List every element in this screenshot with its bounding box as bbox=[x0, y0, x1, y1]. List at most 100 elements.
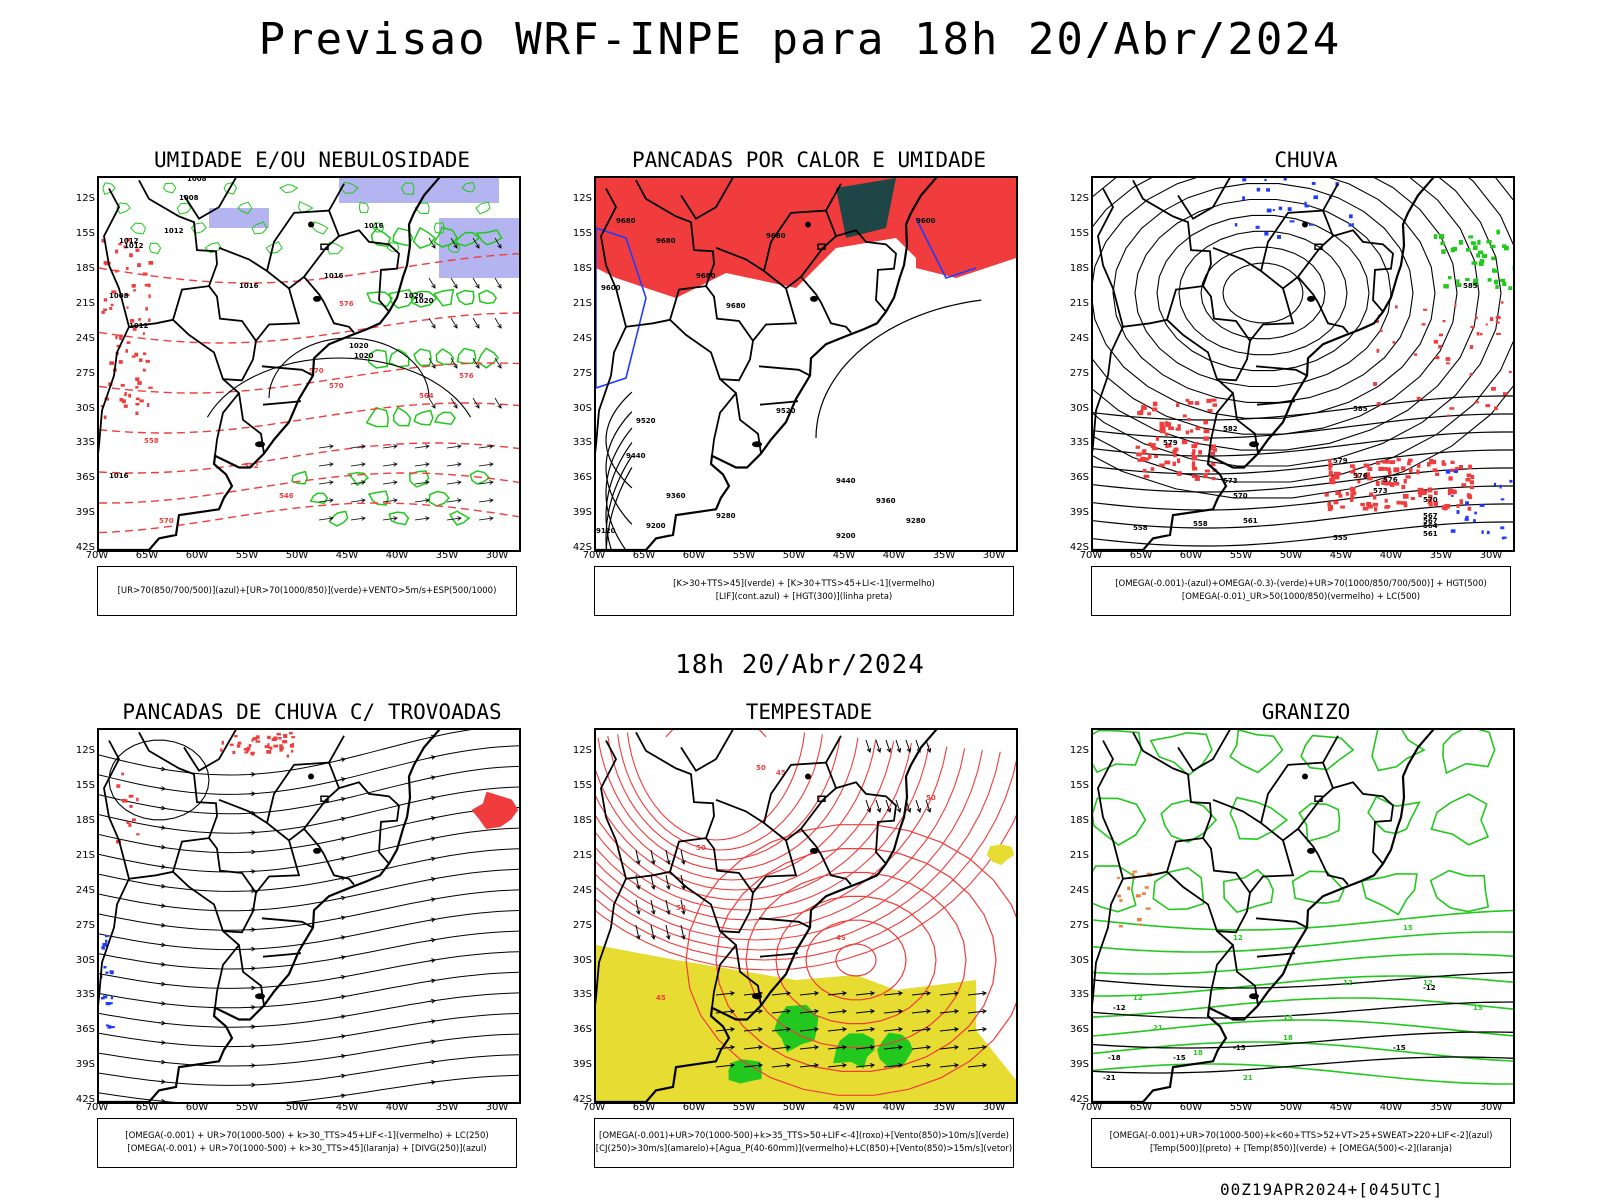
legend-line: [UR>70(850/700/500)](azul)+[UR>70(1000/8… bbox=[117, 585, 497, 596]
lat-tick-label: 24S bbox=[75, 884, 95, 896]
lat-tick-label: 33S bbox=[75, 989, 95, 1001]
svg-text:50: 50 bbox=[676, 904, 686, 912]
lat-tick-label: 33S bbox=[1069, 437, 1089, 449]
lat-tick-label: 39S bbox=[75, 1059, 95, 1071]
lat-tick-label: 18S bbox=[75, 815, 95, 826]
panel-title: PANCADAS POR CALOR E UMIDADE bbox=[631, 148, 986, 172]
svg-text:50: 50 bbox=[696, 844, 706, 852]
main-title: Previsao WRF-INPE para 18h 20/Abr/2024 bbox=[258, 14, 1342, 65]
lat-tick-label: 24S bbox=[1069, 332, 1089, 344]
lat-tick-label: 30S bbox=[1069, 954, 1089, 966]
svg-text:9680: 9680 bbox=[696, 272, 716, 280]
lon-tick-label: 45W bbox=[1329, 1102, 1353, 1113]
lat-tick-label: 24S bbox=[572, 332, 592, 344]
lat-tick-label: 42S bbox=[1069, 1094, 1089, 1105]
lon-tick-label: 45W bbox=[832, 550, 856, 561]
svg-text:9680: 9680 bbox=[656, 237, 676, 245]
lat-tick-label: 39S bbox=[572, 507, 592, 519]
lon-tick-label: 65W bbox=[1129, 1102, 1153, 1113]
svg-text:9280: 9280 bbox=[906, 517, 926, 525]
map-plot-area: 50 50 50 50 45 45 45 bbox=[594, 728, 1018, 1104]
lat-tick-label: 24S bbox=[572, 884, 592, 896]
lat-tick-label: 27S bbox=[1069, 367, 1089, 379]
svg-text:9680: 9680 bbox=[726, 302, 746, 310]
lat-tick-label: 21S bbox=[75, 849, 95, 861]
lat-tick-label: 36S bbox=[75, 1024, 95, 1036]
map-convective-showers: 9680968096809680968096009600952095209440… bbox=[596, 178, 1016, 550]
lat-tick-label: 18S bbox=[572, 815, 592, 826]
svg-text:-15: -15 bbox=[1233, 1044, 1246, 1052]
svg-text:9360: 9360 bbox=[876, 497, 896, 505]
lat-tick-label: 12S bbox=[75, 745, 95, 757]
lat-tick-label: 18S bbox=[1069, 263, 1089, 274]
lat-tick-label: 33S bbox=[572, 989, 592, 1001]
lon-tick-label: 50W bbox=[782, 1102, 806, 1113]
lon-tick-label: 40W bbox=[882, 550, 906, 561]
svg-text:1012: 1012 bbox=[124, 242, 144, 250]
lat-tick-label: 27S bbox=[572, 919, 592, 931]
lon-tick-label: 35W bbox=[1429, 550, 1453, 561]
svg-text:558: 558 bbox=[1133, 524, 1148, 532]
svg-text:573: 573 bbox=[1223, 477, 1238, 485]
lon-tick-label: 35W bbox=[435, 1102, 459, 1113]
lon-tick-label: 60W bbox=[1179, 550, 1203, 561]
lat-tick-label: 30S bbox=[572, 954, 592, 966]
legend-box: [UR>70(850/700/500)](azul)+[UR>70(1000/8… bbox=[97, 566, 517, 616]
svg-text:564: 564 bbox=[419, 392, 434, 400]
svg-text:1020: 1020 bbox=[349, 342, 369, 350]
lon-tick-label: 30W bbox=[485, 1102, 509, 1113]
lon-tick-label: 30W bbox=[982, 550, 1006, 561]
lat-tick-label: 30S bbox=[1069, 402, 1089, 414]
svg-text:1016: 1016 bbox=[364, 222, 384, 230]
lat-tick-label: 15S bbox=[75, 228, 95, 240]
legend-box: [K>30+TTS>45](verde) + [K>30+TTS>45+LI<-… bbox=[594, 566, 1014, 616]
legend-box: [OMEGA(-0.001)+UR>70(1000-500)+k>35_TTS>… bbox=[594, 1118, 1014, 1168]
svg-text:1008: 1008 bbox=[179, 194, 199, 202]
svg-text:21: 21 bbox=[1153, 1024, 1163, 1032]
lon-tick-label: 60W bbox=[185, 1102, 209, 1113]
lon-tick-label: 55W bbox=[1229, 550, 1253, 561]
lon-tick-label: 30W bbox=[1479, 1102, 1503, 1113]
svg-text:567: 567 bbox=[1423, 517, 1438, 525]
lat-tick-label: 42S bbox=[1069, 542, 1089, 553]
lat-tick-label: 42S bbox=[75, 1094, 95, 1105]
lon-tick-label: 55W bbox=[732, 550, 756, 561]
lat-tick-label: 12S bbox=[1069, 745, 1089, 757]
legend-box: [OMEGA(-0.001) + UR>70(1000-500) + k>30_… bbox=[97, 1118, 517, 1168]
lon-tick-label: 40W bbox=[882, 1102, 906, 1113]
lon-tick-label: 70W bbox=[1079, 1102, 1103, 1113]
svg-text:1016: 1016 bbox=[109, 472, 129, 480]
svg-text:9600: 9600 bbox=[916, 217, 936, 225]
lon-tick-label: 70W bbox=[85, 1102, 109, 1113]
svg-text:45: 45 bbox=[656, 994, 666, 1002]
lat-tick-label: 12S bbox=[75, 193, 95, 205]
lon-tick-label: 35W bbox=[435, 550, 459, 561]
svg-text:570: 570 bbox=[329, 382, 344, 390]
lat-tick-label: 18S bbox=[572, 263, 592, 274]
map-plot-area bbox=[97, 728, 521, 1104]
svg-text:12: 12 bbox=[1343, 979, 1353, 987]
legend-line: [OMEGA(-0.01)_UR>50(1000/850)(vermelho) … bbox=[1181, 592, 1421, 602]
lon-tick-label: 65W bbox=[135, 1102, 159, 1113]
lon-tick-label: 55W bbox=[1229, 1102, 1253, 1113]
map-thunderstorm bbox=[99, 730, 519, 1102]
svg-text:-15: -15 bbox=[1393, 1044, 1406, 1052]
map-plot-area: 1008 1008 1012 1012 1016 1016 1016 1020 1020 1020… bbox=[97, 176, 521, 552]
svg-text:9120: 9120 bbox=[596, 527, 616, 535]
lon-tick-label: 70W bbox=[1079, 550, 1103, 561]
lon-tick-label: 70W bbox=[582, 1102, 606, 1113]
lat-tick-label: 21S bbox=[572, 297, 592, 309]
lon-tick-label: 40W bbox=[1379, 1102, 1403, 1113]
lat-tick-label: 21S bbox=[1069, 849, 1089, 861]
lat-tick-label: 36S bbox=[572, 472, 592, 484]
svg-text:-21: -21 bbox=[1103, 1074, 1116, 1082]
svg-text:9520: 9520 bbox=[776, 407, 796, 415]
svg-text:1008: 1008 bbox=[187, 178, 207, 183]
svg-text:9200: 9200 bbox=[646, 522, 666, 530]
panel-title: GRANIZO bbox=[1261, 700, 1351, 724]
svg-text:-15: -15 bbox=[1173, 1054, 1186, 1062]
map-humidity: 1008100810121012101610161016102010201020… bbox=[99, 178, 519, 550]
lon-tick-label: 40W bbox=[385, 1102, 409, 1113]
lon-tick-label: 30W bbox=[485, 550, 509, 561]
